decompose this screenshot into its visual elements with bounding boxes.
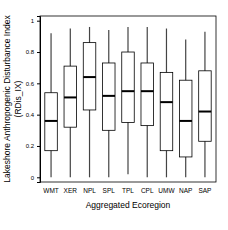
x-tick: SPL — [103, 187, 116, 194]
x-tick: UMW — [158, 187, 175, 194]
x-axis-title: Aggregated Ecoregion — [86, 200, 171, 210]
y-axis: 0 0.2 0.4 0.6 0.8 1 — [26, 17, 41, 183]
box-plot — [160, 29, 173, 178]
plot: 0 0.2 0.4 0.6 0.8 1 WMT XER NPL SPL TPL CPL UMW NAP SA… — [26, 16, 216, 194]
box — [103, 63, 116, 130]
x-tick: XER — [64, 187, 78, 194]
y-tick-label: 0.4 — [26, 112, 35, 118]
y-tick-label: 1 — [31, 18, 35, 24]
x-tick: TPL — [122, 187, 134, 194]
x-tick-label: SAP — [198, 187, 211, 194]
y-tick: 0 — [31, 175, 40, 181]
y-axis-line — [37, 17, 41, 183]
box-plot — [64, 29, 77, 178]
x-tick-label: UMW — [158, 187, 175, 194]
x-tick: CPL — [141, 187, 154, 194]
y-tick-label: 0.2 — [26, 143, 35, 149]
median — [141, 90, 154, 92]
median — [122, 90, 135, 92]
median — [199, 111, 212, 113]
box-plot — [103, 30, 116, 177]
box-plot — [83, 27, 96, 177]
y-tick-mark — [37, 146, 40, 147]
y-axis-title-line: (RDis_IX) — [13, 80, 23, 117]
box — [199, 71, 212, 141]
box-plot — [45, 33, 58, 177]
y-tick: 1 — [31, 18, 40, 24]
box-plot — [122, 27, 135, 174]
y-tick-mark — [37, 21, 40, 22]
x-tick: NPL — [83, 187, 96, 194]
y-tick: 0.6 — [26, 81, 40, 87]
boxes — [45, 27, 211, 177]
box-plot — [141, 27, 154, 177]
y-axis-title: Lakeshore Anthropogenic Disturbance Inde… — [2, 15, 23, 183]
median — [179, 120, 192, 122]
y-tick-label: 0.6 — [26, 81, 35, 87]
box — [179, 80, 192, 157]
y-tick-mark — [37, 177, 40, 178]
chart: 0 0.2 0.4 0.6 0.8 1 WMT XER NPL SPL TPL CPL UMW NAP SA… — [0, 0, 228, 230]
box-plot — [179, 39, 192, 177]
y-tick: 0.8 — [26, 49, 40, 55]
x-tick-label: TPL — [122, 187, 134, 194]
x-tick-label: WMT — [43, 187, 59, 194]
y-tick-label: 0.8 — [26, 49, 35, 55]
median — [45, 120, 58, 122]
box-plot — [199, 32, 212, 178]
box — [141, 63, 154, 126]
x-tick-label: NPL — [83, 187, 96, 194]
box — [122, 52, 135, 122]
plot-frame — [40, 16, 216, 182]
box — [83, 43, 96, 110]
y-tick-mark — [37, 52, 40, 53]
x-tick: WMT — [43, 187, 59, 194]
box — [64, 66, 77, 127]
y-tick-mark — [37, 83, 40, 84]
y-tick: 0.2 — [26, 143, 40, 149]
x-tick-label: CPL — [141, 187, 154, 194]
x-tick-label: XER — [64, 187, 78, 194]
median — [103, 95, 116, 97]
x-tick: SAP — [198, 187, 211, 194]
box — [45, 93, 58, 151]
box — [160, 72, 173, 150]
x-tick: NAP — [179, 187, 192, 194]
y-tick-mark — [37, 115, 40, 116]
median — [64, 96, 77, 98]
x-tick-label: SPL — [103, 187, 116, 194]
y-axis-title-line: Lakeshore Anthropogenic Disturbance Inde… — [2, 15, 12, 183]
median — [83, 76, 96, 78]
y-tick-label: 0 — [31, 175, 35, 181]
x-axis: WMT XER NPL SPL TPL CPL UMW NAP SAP — [43, 187, 211, 194]
y-tick: 0.4 — [26, 112, 40, 118]
median — [160, 101, 173, 103]
x-tick-label: NAP — [179, 187, 192, 194]
